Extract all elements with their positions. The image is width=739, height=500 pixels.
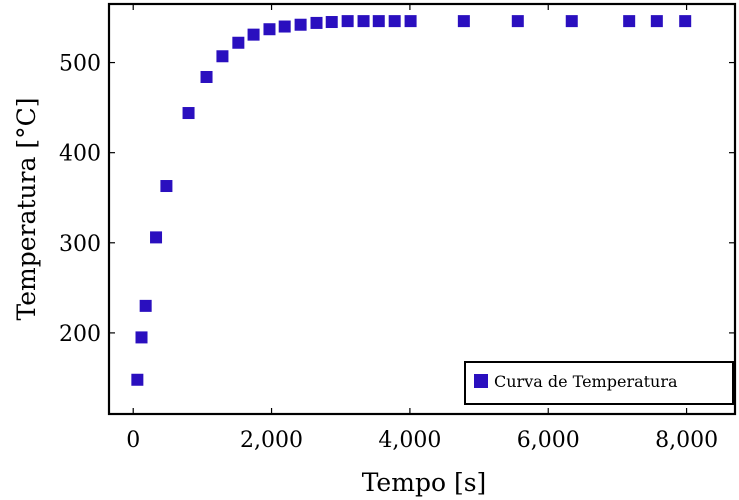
y-tick-label: 500 [59,52,101,77]
x-tick-label: 2,000 [240,428,303,453]
y-tick-label: 200 [59,322,101,347]
data-point [388,15,401,28]
legend-box [464,361,734,405]
legend-marker [474,374,488,388]
x-tick-label: 8,000 [655,428,718,453]
data-point [294,18,307,31]
data-point [247,28,260,41]
data-point [679,15,692,28]
legend-label: Curva de Temperatura [494,372,678,391]
y-axis-title: Temperatura [°C] [12,98,41,321]
y-axis-ticks: 200 300 400 500 [59,52,735,347]
data-point [341,15,354,28]
data-point [131,373,144,386]
data-point [404,15,417,28]
plot-area-frame [107,2,737,416]
x-tick-label: 6,000 [517,428,580,453]
data-point [150,231,163,244]
data-point [135,331,148,344]
y-tick-label: 300 [59,232,101,257]
data-point [565,15,578,28]
data-point [278,20,291,33]
x-axis-ticks: 0 2,000 4,000 6,000 8,000 [126,4,718,453]
data-point [232,36,245,49]
y-tick-label: 400 [59,142,101,167]
data-point [511,15,524,28]
data-point [310,16,323,29]
data-point [216,50,229,63]
x-tick-label: 0 [126,428,140,453]
data-point [160,180,173,193]
data-point [357,15,370,28]
data-point [325,16,338,29]
data-point [263,23,276,36]
data-point [372,15,385,28]
data-markers [131,15,692,386]
data-point [457,15,470,28]
x-tick-label: 4,000 [378,428,441,453]
data-point [200,70,213,83]
data-point [623,15,636,28]
data-point [182,107,195,120]
data-point [139,299,152,312]
data-point [650,15,663,28]
x-axis-title: Tempo [s] [362,468,487,497]
legend: Curva de Temperatura [464,361,734,405]
